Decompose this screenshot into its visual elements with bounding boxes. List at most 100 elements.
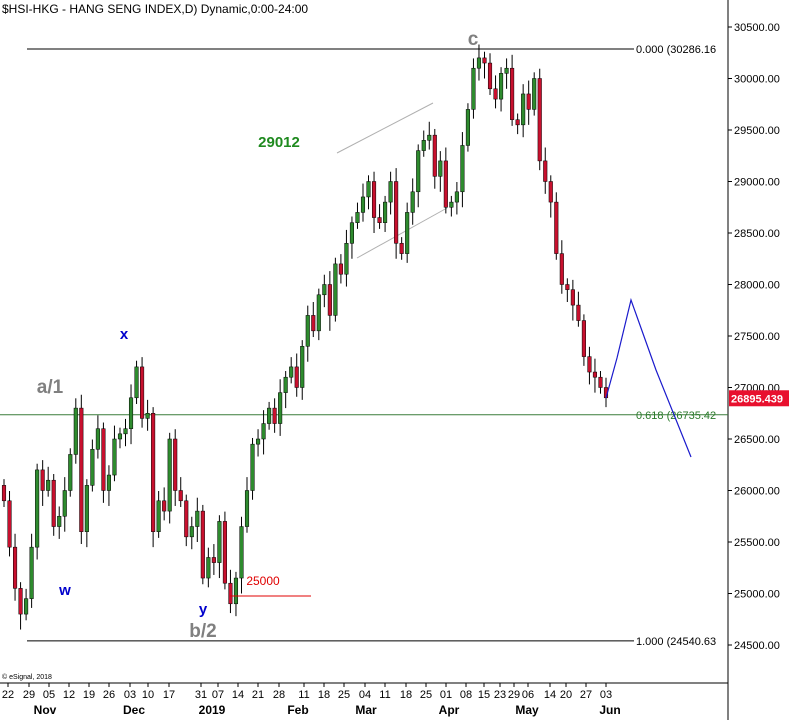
wave-label-w: w — [58, 582, 71, 599]
candle-body — [493, 88, 498, 100]
x-day-label: 27 — [580, 689, 592, 701]
x-day-label: 03 — [124, 689, 136, 701]
candle-body — [322, 284, 327, 296]
candle-body — [515, 119, 520, 126]
x-day-label: 18 — [318, 689, 330, 701]
candle-body — [383, 201, 388, 223]
last-price-box — [729, 390, 789, 407]
x-day-label: 12 — [63, 689, 75, 701]
x-month-label: Feb — [287, 703, 308, 717]
candle-body — [112, 438, 117, 476]
x-day-label: 06 — [522, 689, 534, 701]
candle-body — [40, 469, 45, 491]
candle-body — [581, 320, 586, 357]
candle-body — [559, 253, 564, 285]
y-tick-label: 29500.00 — [734, 125, 780, 137]
candle-body — [18, 588, 23, 615]
candle-body — [156, 500, 161, 532]
candle-body — [504, 67, 509, 74]
candle-body — [405, 212, 410, 254]
candle-body — [587, 356, 592, 373]
x-day-label: 14 — [232, 689, 244, 701]
candle-body — [278, 392, 283, 424]
candle-body — [289, 366, 294, 378]
wave-label-29012: 29012 — [258, 134, 300, 151]
candle-body — [499, 73, 504, 100]
candle-body — [128, 397, 134, 429]
candle-body — [250, 443, 255, 491]
candle-body — [106, 474, 111, 491]
candle-body — [101, 428, 106, 491]
candle-body — [57, 516, 62, 527]
x-day-label: 11 — [298, 689, 309, 701]
x-day-label: 14 — [544, 689, 556, 701]
y-tick-label: 30500.00 — [734, 22, 780, 34]
candle-body — [51, 479, 56, 527]
x-day-label: 19 — [83, 689, 95, 701]
candle-body — [443, 160, 448, 208]
wave-label-y: y — [199, 601, 208, 618]
y-tick-label: 29000.00 — [734, 177, 780, 189]
candle-body — [377, 217, 382, 223]
candle-body — [272, 407, 277, 424]
candle-body — [454, 191, 459, 203]
candle-body — [211, 557, 216, 563]
candle-body — [349, 222, 354, 244]
candle-body — [184, 500, 189, 538]
candle-body — [360, 196, 366, 213]
x-day-label: 25 — [420, 689, 432, 701]
candle-body — [548, 181, 553, 203]
candle-body — [29, 546, 34, 599]
x-day-label: 08 — [460, 689, 472, 701]
wave-label-b2: b/2 — [189, 621, 216, 642]
chart-credit: © eSignal, 2018 — [2, 673, 52, 681]
x-day-label: 25 — [338, 689, 350, 701]
candle-body — [244, 490, 250, 527]
candle-body — [598, 376, 603, 388]
candle-body — [316, 294, 321, 332]
x-day-label: 29 — [23, 689, 35, 701]
channel-upper-line — [336, 102, 434, 154]
forecast-path — [605, 297, 692, 458]
candle-body — [355, 212, 360, 223]
candle-body — [178, 490, 183, 502]
candle-body — [432, 134, 437, 177]
candle-body — [73, 407, 78, 455]
x-day-label: 20 — [560, 689, 572, 701]
x-day-label: 28 — [273, 689, 285, 701]
candle-body — [482, 57, 487, 64]
candle-body — [84, 485, 89, 532]
candle-body — [117, 433, 123, 440]
candle-body — [256, 438, 261, 445]
y-tick-label: 30000.00 — [734, 74, 780, 86]
wave-label-x: x — [120, 326, 129, 343]
x-day-label: 15 — [478, 689, 490, 701]
candle-body — [162, 500, 167, 512]
candle-body — [465, 109, 470, 146]
candle-body — [24, 598, 29, 615]
x-day-label: 10 — [142, 689, 154, 701]
candle-body — [222, 521, 227, 584]
fib-level-0-label: 0.000 (30286.16 — [636, 44, 716, 56]
candle-body — [526, 93, 531, 110]
x-day-label: 03 — [600, 689, 612, 701]
candle-body — [145, 413, 150, 419]
candle-body — [95, 428, 100, 450]
candle-body — [294, 366, 299, 388]
x-month-label: Apr — [439, 703, 460, 717]
y-tick-label: 25000.00 — [734, 589, 780, 601]
candle-body — [123, 428, 128, 435]
x-day-label: 07 — [212, 689, 224, 701]
candle-body — [311, 315, 316, 332]
candle-body — [576, 304, 581, 321]
candle-body — [35, 469, 40, 548]
candle-body — [46, 479, 51, 491]
candle-body — [476, 57, 482, 69]
candle-body — [151, 413, 156, 532]
candle-body — [305, 315, 310, 347]
candle-body — [521, 93, 526, 126]
x-day-label: 04 — [359, 689, 371, 701]
candle-body — [228, 582, 233, 605]
x-month-label: Dec — [123, 703, 145, 717]
